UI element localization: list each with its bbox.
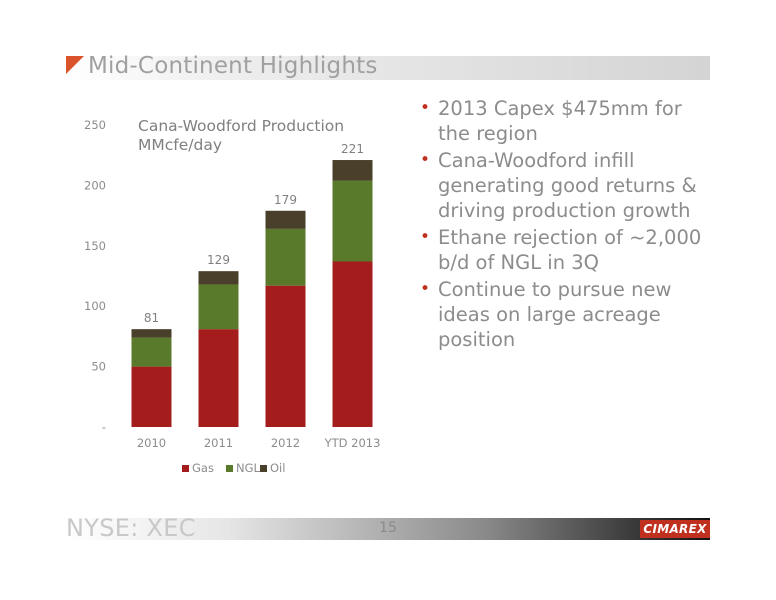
- bullet-dot-icon: •: [420, 279, 431, 299]
- bullet-text: Continue to pursue new ideas on large ac…: [438, 278, 672, 351]
- page-number: 15: [379, 520, 397, 536]
- bar-segment-oil: [198, 271, 239, 285]
- bullet-text: Ethane rejection of ~2,000 b/d of NGL in…: [438, 226, 702, 274]
- legend-swatch: [260, 465, 267, 472]
- slide-title: Mid-Continent Highlights: [88, 53, 378, 79]
- x-tick-label: 2010: [137, 436, 166, 450]
- total-data-label: 221: [341, 142, 364, 156]
- y-tick-label: 200: [84, 178, 106, 192]
- x-tick-label: 2011: [204, 436, 233, 450]
- y-tick-label: 50: [91, 360, 106, 374]
- bar-segment-ngl: [198, 284, 239, 330]
- bullet-item: • Cana-Woodford infill generating good re…: [418, 148, 718, 223]
- bullet-dot-icon: •: [420, 227, 431, 247]
- bar-segment-oil: [131, 329, 172, 338]
- y-tick-label: 100: [84, 299, 106, 313]
- bar-segment-ngl: [131, 337, 172, 367]
- chart-title: Cana-Woodford Production: [138, 117, 344, 135]
- bar-segment-gas: [332, 261, 373, 427]
- total-data-label: 179: [274, 193, 297, 207]
- legend-label: Gas: [192, 461, 214, 475]
- x-tick-label: YTD 2013: [324, 436, 381, 450]
- total-data-label: 129: [207, 253, 230, 267]
- highlights-list: • 2013 Capex $475mm for the region • Cana-…: [418, 96, 718, 354]
- bar-segment-ngl: [332, 180, 373, 262]
- total-data-label: 81: [144, 311, 159, 325]
- legend-swatch: [182, 465, 189, 472]
- chart-subtitle: MMcfe/day: [138, 136, 222, 154]
- header-bar: [66, 56, 710, 80]
- bullet-item: • 2013 Capex $475mm for the region: [418, 96, 718, 146]
- y-tick-label: -: [102, 420, 106, 434]
- footer-bar: [66, 518, 710, 540]
- company-logo: CIMAREX: [640, 520, 710, 538]
- bar-segment-oil: [265, 210, 306, 229]
- bar-segment-gas: [131, 366, 172, 427]
- footer-ticker: NYSE: XEC: [66, 514, 196, 542]
- bullet-text: 2013 Capex $475mm for the region: [438, 97, 682, 145]
- bar-segment-oil: [332, 160, 373, 181]
- bullet-text: Cana-Woodford infill generating good ret…: [438, 149, 697, 222]
- y-tick-label: 250: [84, 118, 106, 132]
- legend-label: NGL: [236, 461, 261, 475]
- x-tick-label: 2012: [271, 436, 300, 450]
- bar-segment-gas: [198, 329, 239, 427]
- legend-label: Oil: [270, 461, 285, 475]
- bullet-dot-icon: •: [420, 150, 431, 170]
- y-tick-label: 150: [84, 239, 106, 253]
- bullet-item: • Ethane rejection of ~2,000 b/d of NGL i…: [418, 225, 718, 275]
- legend-swatch: [226, 465, 233, 472]
- bullet-item: • Continue to pursue new ideas on large a…: [418, 277, 718, 352]
- bullet-dot-icon: •: [420, 98, 431, 118]
- header-accent-triangle: [66, 56, 84, 74]
- bar-segment-gas: [265, 285, 306, 427]
- bar-segment-ngl: [265, 228, 306, 286]
